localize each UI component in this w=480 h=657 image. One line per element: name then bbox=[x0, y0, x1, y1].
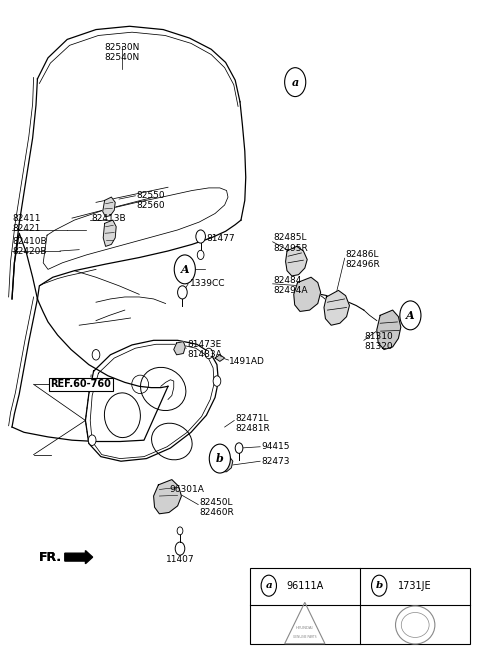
Text: a: a bbox=[291, 77, 299, 87]
Circle shape bbox=[174, 255, 195, 284]
Circle shape bbox=[209, 444, 230, 473]
Text: HYUNDAI: HYUNDAI bbox=[296, 625, 313, 629]
Circle shape bbox=[175, 542, 185, 555]
Polygon shape bbox=[324, 290, 349, 325]
Polygon shape bbox=[294, 277, 321, 311]
Circle shape bbox=[285, 68, 306, 97]
Polygon shape bbox=[215, 355, 225, 361]
Text: FR.: FR. bbox=[39, 551, 62, 564]
Text: b: b bbox=[375, 581, 383, 590]
Text: 1339CC: 1339CC bbox=[190, 279, 225, 288]
Circle shape bbox=[88, 435, 96, 445]
Text: GENUINE PARTS: GENUINE PARTS bbox=[293, 635, 317, 639]
Polygon shape bbox=[286, 246, 307, 276]
Circle shape bbox=[196, 230, 205, 243]
Text: b: b bbox=[216, 453, 224, 464]
Circle shape bbox=[177, 527, 183, 535]
Text: 81473E
81483A: 81473E 81483A bbox=[187, 340, 222, 359]
Text: 11407: 11407 bbox=[166, 555, 194, 564]
Text: 82485L
82495R: 82485L 82495R bbox=[274, 233, 308, 253]
Text: 96301A: 96301A bbox=[169, 485, 204, 494]
Text: 1731JE: 1731JE bbox=[398, 581, 432, 591]
Circle shape bbox=[261, 575, 276, 596]
Circle shape bbox=[178, 286, 187, 299]
Text: 81477: 81477 bbox=[206, 234, 235, 243]
Text: 82471L
82481R: 82471L 82481R bbox=[235, 414, 270, 434]
Polygon shape bbox=[219, 457, 233, 472]
FancyArrow shape bbox=[65, 551, 93, 564]
Text: 82550
82560: 82550 82560 bbox=[137, 191, 166, 210]
Polygon shape bbox=[103, 197, 115, 217]
Circle shape bbox=[213, 376, 221, 386]
Text: 82410B
82420B: 82410B 82420B bbox=[12, 237, 47, 256]
Text: 82473: 82473 bbox=[262, 457, 290, 466]
Text: a: a bbox=[265, 581, 272, 590]
Circle shape bbox=[197, 250, 204, 260]
Text: REF.60-760: REF.60-760 bbox=[50, 379, 111, 390]
Text: A: A bbox=[406, 310, 415, 321]
Polygon shape bbox=[154, 480, 181, 514]
Text: 82484
82494A: 82484 82494A bbox=[274, 276, 308, 296]
Text: 94415: 94415 bbox=[262, 442, 290, 451]
Text: 82450L
82460R: 82450L 82460R bbox=[199, 497, 234, 517]
Text: 81310
81320: 81310 81320 bbox=[365, 332, 394, 351]
Text: 82411
82421: 82411 82421 bbox=[12, 214, 40, 233]
Text: 82530N
82540N: 82530N 82540N bbox=[105, 43, 140, 62]
Circle shape bbox=[205, 348, 213, 359]
Circle shape bbox=[372, 575, 387, 596]
Text: A: A bbox=[180, 264, 189, 275]
Circle shape bbox=[235, 443, 243, 453]
Text: FR.: FR. bbox=[39, 551, 62, 564]
Polygon shape bbox=[377, 310, 401, 350]
Text: 96111A: 96111A bbox=[286, 581, 324, 591]
Polygon shape bbox=[103, 220, 116, 246]
Circle shape bbox=[92, 350, 100, 360]
Circle shape bbox=[400, 301, 421, 330]
Text: 1491AD: 1491AD bbox=[229, 357, 265, 366]
Polygon shape bbox=[174, 342, 185, 355]
Text: 82413B: 82413B bbox=[91, 214, 126, 223]
Bar bbox=[250, 568, 470, 644]
Text: 82486L
82496R: 82486L 82496R bbox=[346, 250, 380, 269]
